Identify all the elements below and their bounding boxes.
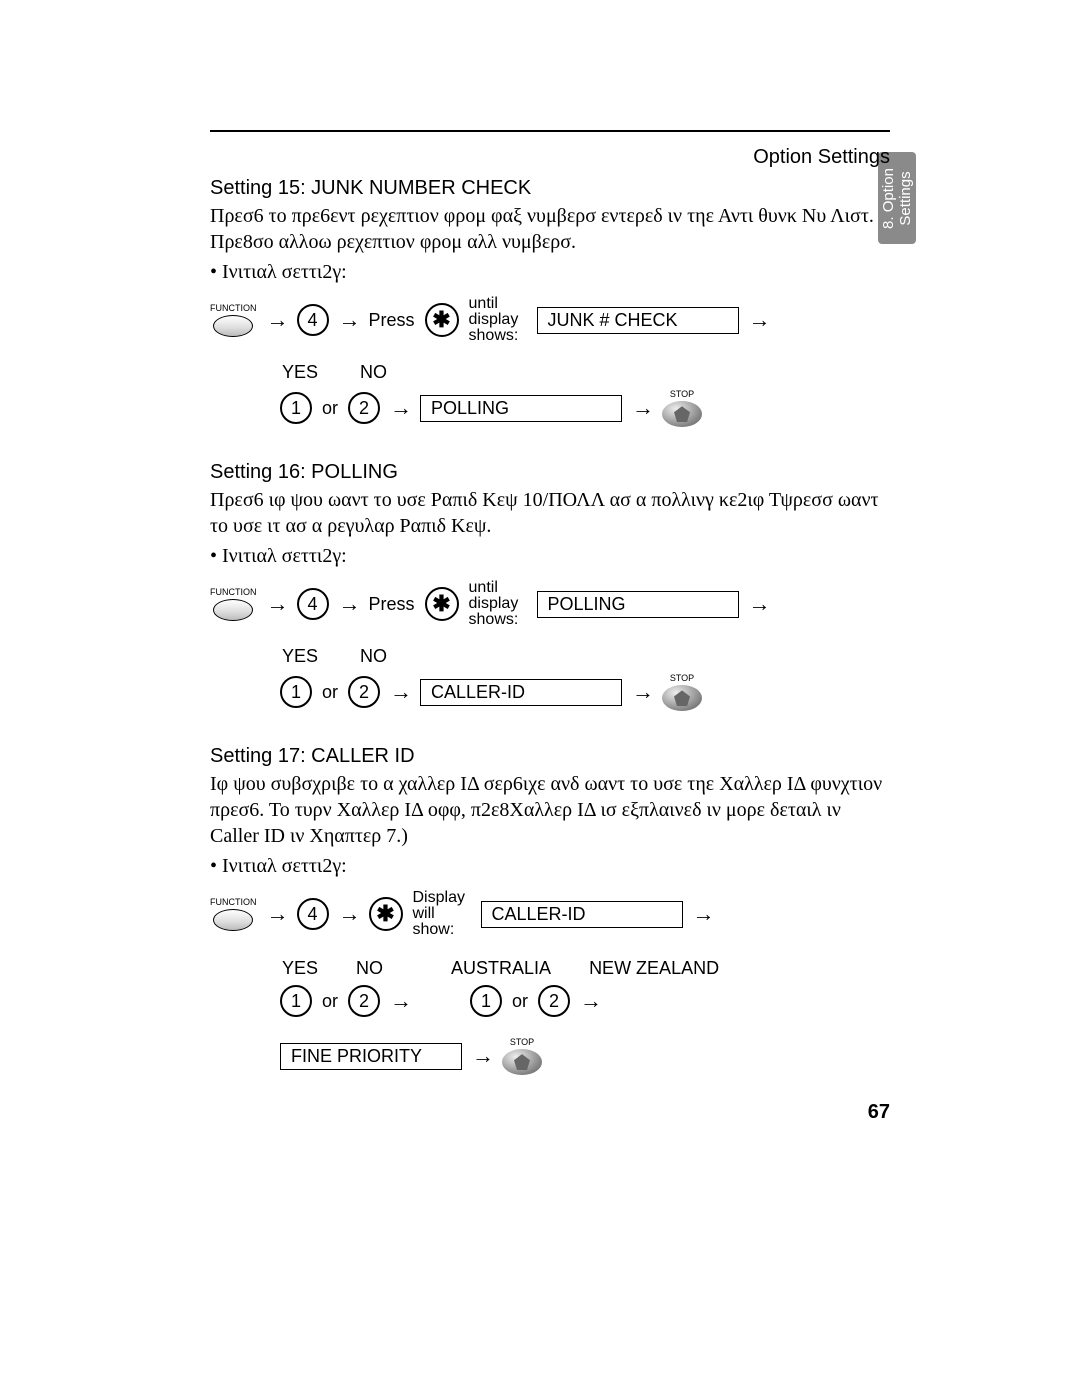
arrow-icon: → bbox=[339, 307, 359, 333]
or-label: or bbox=[322, 682, 338, 703]
press-label: Press bbox=[369, 310, 415, 331]
setting-17-title: Setting 17: CALLER ID bbox=[210, 745, 890, 768]
arrow-icon: → bbox=[580, 988, 600, 1014]
asterisk-key-icon: ✱ bbox=[425, 303, 459, 337]
display-fine-priority: FINE PRIORITY bbox=[280, 1043, 462, 1070]
key-2: 2 bbox=[348, 392, 380, 424]
key-1: 1 bbox=[280, 392, 312, 424]
setting-15-title: Setting 15: JUNK NUMBER CHECK bbox=[210, 177, 890, 200]
arrow-icon: → bbox=[632, 679, 652, 705]
function-label: FUNCTION bbox=[210, 898, 257, 907]
stop-button-icon bbox=[662, 401, 702, 427]
arrow-icon: → bbox=[632, 395, 652, 421]
until-label: until display shows: bbox=[469, 296, 527, 344]
display-junk-check: JUNK # CHECK bbox=[537, 307, 739, 334]
setting-16-bullet: • Ινιτιαλ σεττι2γ: bbox=[210, 545, 890, 568]
arrow-icon: → bbox=[267, 307, 287, 333]
or-label: or bbox=[322, 398, 338, 419]
australia-label: AUSTRALIA bbox=[451, 958, 551, 979]
yes-label: YES bbox=[282, 362, 318, 383]
content-frame: Option Settings Setting 15: JUNK NUMBER … bbox=[210, 130, 890, 1124]
setting-17-bullet: • Ινιτιαλ σεττι2γ: bbox=[210, 855, 890, 878]
press-label: Press bbox=[369, 594, 415, 615]
asterisk-key-icon: ✱ bbox=[425, 587, 459, 621]
setting-15-body: Πρεσ6 το πρε6εντ ρεχεπτιον φρομ φαξ νυμβ… bbox=[210, 204, 890, 255]
setting-17-body: Ιφ ψου συβσχριβε το α χαλλερ ΙΔ σερ6ιχε … bbox=[210, 772, 890, 849]
display-caller-id: CALLER-ID bbox=[420, 679, 622, 706]
stop-button-icon bbox=[662, 685, 702, 711]
page-header: Option Settings bbox=[210, 146, 890, 169]
or-label: or bbox=[512, 991, 528, 1012]
function-button-icon bbox=[213, 909, 253, 931]
arrow-icon: → bbox=[749, 307, 769, 333]
or-label: or bbox=[322, 991, 338, 1012]
function-label: FUNCTION bbox=[210, 588, 257, 597]
arrow-icon: → bbox=[339, 901, 359, 927]
display-will-label: Display will show: bbox=[413, 890, 471, 938]
stop-label: STOP bbox=[670, 389, 694, 399]
key-4: 4 bbox=[297, 304, 329, 336]
nz-label: NEW ZEALAND bbox=[589, 958, 719, 979]
key-1: 1 bbox=[280, 985, 312, 1017]
key-4: 4 bbox=[297, 588, 329, 620]
setting-15-bullet: • Ινιτιαλ σεττι2γ: bbox=[210, 261, 890, 284]
arrow-icon: → bbox=[390, 395, 410, 421]
arrow-icon: → bbox=[749, 591, 769, 617]
function-button-icon bbox=[213, 315, 253, 337]
yes-label: YES bbox=[282, 958, 318, 979]
no-label: NO bbox=[356, 958, 383, 979]
key-2: 2 bbox=[538, 985, 570, 1017]
key-2: 2 bbox=[348, 676, 380, 708]
arrow-icon: → bbox=[472, 1043, 492, 1069]
no-label: NO bbox=[360, 646, 387, 667]
until-label: until display shows: bbox=[469, 580, 527, 628]
function-button-icon bbox=[213, 599, 253, 621]
page-number: 67 bbox=[210, 1101, 890, 1124]
display-polling: POLLING bbox=[420, 395, 622, 422]
arrow-icon: → bbox=[390, 988, 410, 1014]
yes-label: YES bbox=[282, 646, 318, 667]
display-polling: POLLING bbox=[537, 591, 739, 618]
arrow-icon: → bbox=[339, 591, 359, 617]
key-2: 2 bbox=[348, 985, 380, 1017]
setting-16-body: Πρεσ6 ιφ ψου ωαντ το υσε Ραπιδ Κεψ 10/ΠΟ… bbox=[210, 488, 890, 539]
key-4: 4 bbox=[297, 898, 329, 930]
arrow-icon: → bbox=[693, 901, 713, 927]
key-1: 1 bbox=[280, 676, 312, 708]
no-label: NO bbox=[360, 362, 387, 383]
function-label: FUNCTION bbox=[210, 304, 257, 313]
arrow-icon: → bbox=[267, 901, 287, 927]
setting-16-title: Setting 16: POLLING bbox=[210, 461, 890, 484]
arrow-icon: → bbox=[267, 591, 287, 617]
stop-label: STOP bbox=[510, 1037, 534, 1047]
stop-label: STOP bbox=[670, 673, 694, 683]
arrow-icon: → bbox=[390, 679, 410, 705]
stop-button-icon bbox=[502, 1049, 542, 1075]
asterisk-key-icon: ✱ bbox=[369, 897, 403, 931]
key-1: 1 bbox=[470, 985, 502, 1017]
display-caller-id: CALLER-ID bbox=[481, 901, 683, 928]
